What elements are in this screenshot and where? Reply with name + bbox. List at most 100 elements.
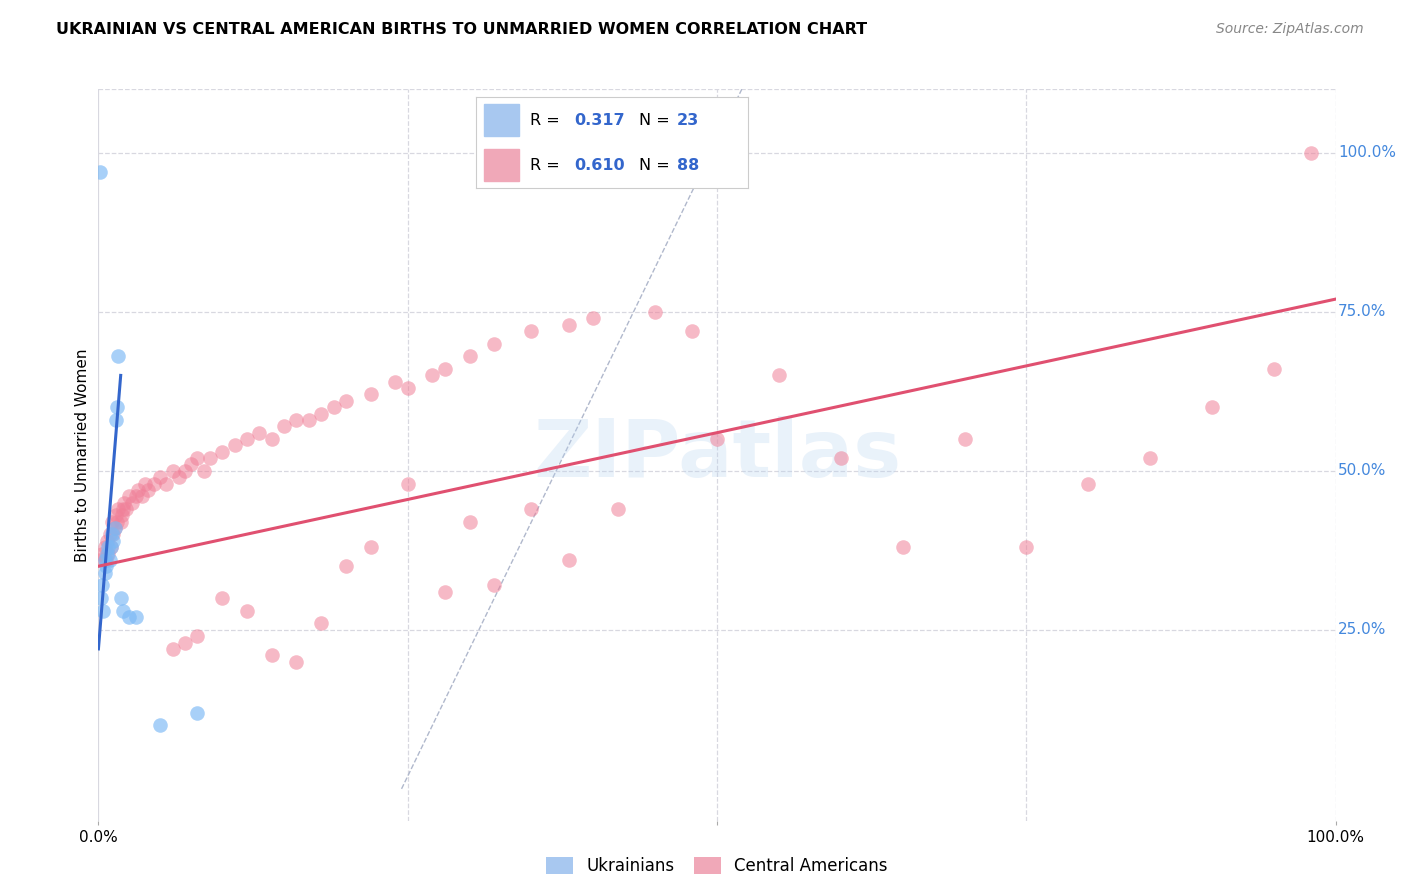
Point xyxy=(111,508,134,523)
Legend: Ukrainians, Central Americans: Ukrainians, Central Americans xyxy=(540,850,894,882)
Point xyxy=(105,515,128,529)
Point xyxy=(110,515,132,529)
Point xyxy=(186,706,208,720)
Point xyxy=(97,540,120,554)
Point xyxy=(309,616,332,631)
Point xyxy=(520,502,543,516)
Point xyxy=(1139,451,1161,466)
Point xyxy=(101,527,124,541)
Point xyxy=(98,553,121,567)
Point xyxy=(384,375,406,389)
Point xyxy=(180,458,202,472)
Text: 100.0%: 100.0% xyxy=(1339,145,1396,161)
Point xyxy=(107,502,129,516)
Text: Source: ZipAtlas.com: Source: ZipAtlas.com xyxy=(1216,22,1364,37)
Point xyxy=(103,521,125,535)
Point xyxy=(582,311,605,326)
Point xyxy=(260,648,283,663)
Point xyxy=(121,495,143,509)
Point xyxy=(298,413,321,427)
Point xyxy=(98,527,121,541)
Point xyxy=(127,483,149,497)
Point xyxy=(1015,540,1038,554)
Point xyxy=(100,540,122,554)
Text: 50.0%: 50.0% xyxy=(1339,463,1386,478)
Point xyxy=(104,413,127,427)
Point xyxy=(107,349,129,363)
Point xyxy=(118,610,141,624)
Point xyxy=(520,324,543,338)
Text: UKRAINIAN VS CENTRAL AMERICAN BIRTHS TO UNMARRIED WOMEN CORRELATION CHART: UKRAINIAN VS CENTRAL AMERICAN BIRTHS TO … xyxy=(56,22,868,37)
Point xyxy=(360,387,382,401)
Point xyxy=(91,578,114,592)
Point xyxy=(260,432,283,446)
Point xyxy=(100,540,122,554)
Point xyxy=(112,502,135,516)
Point xyxy=(396,476,419,491)
Point xyxy=(94,559,117,574)
Point xyxy=(131,489,153,503)
Point xyxy=(90,591,112,605)
Point xyxy=(91,547,114,561)
Y-axis label: Births to Unmarried Women: Births to Unmarried Women xyxy=(75,348,90,562)
Point xyxy=(198,451,221,466)
Point xyxy=(93,604,115,618)
Point xyxy=(1263,362,1285,376)
Point xyxy=(211,444,233,458)
Point xyxy=(953,432,976,446)
Point xyxy=(830,451,852,466)
Point xyxy=(322,401,344,415)
Point xyxy=(607,502,630,516)
Point xyxy=(309,407,332,421)
Point xyxy=(134,476,156,491)
Text: ZIPatlas: ZIPatlas xyxy=(533,416,901,494)
Point xyxy=(149,718,172,732)
Point xyxy=(1201,401,1223,415)
Point xyxy=(103,527,125,541)
Point xyxy=(681,324,703,338)
Point xyxy=(174,635,197,649)
Point xyxy=(124,610,146,624)
Text: 75.0%: 75.0% xyxy=(1339,304,1386,319)
Point xyxy=(112,495,135,509)
Point xyxy=(112,604,135,618)
Point xyxy=(136,483,159,497)
Point xyxy=(124,489,146,503)
Point xyxy=(103,533,125,548)
Point xyxy=(174,464,197,478)
Point xyxy=(335,559,357,574)
Point xyxy=(89,165,111,179)
Point xyxy=(96,547,118,561)
Point xyxy=(891,540,914,554)
Point xyxy=(1077,476,1099,491)
Point xyxy=(1299,145,1322,160)
Point xyxy=(114,502,136,516)
Point xyxy=(433,584,456,599)
Point xyxy=(155,476,177,491)
Point xyxy=(484,578,506,592)
Point xyxy=(101,515,124,529)
Point xyxy=(186,451,208,466)
Point xyxy=(236,604,259,618)
Point xyxy=(557,553,579,567)
Point xyxy=(96,533,118,548)
Point xyxy=(285,655,308,669)
Point xyxy=(484,336,506,351)
Point xyxy=(103,521,125,535)
Text: 25.0%: 25.0% xyxy=(1339,623,1386,637)
Point xyxy=(644,305,666,319)
Point xyxy=(768,368,790,383)
Point xyxy=(360,540,382,554)
Point xyxy=(94,553,117,567)
Point xyxy=(93,553,115,567)
Point xyxy=(93,566,115,580)
Point xyxy=(110,591,132,605)
Point xyxy=(105,401,128,415)
Point xyxy=(211,591,233,605)
Point xyxy=(557,318,579,332)
Point xyxy=(422,368,444,383)
Point xyxy=(273,419,295,434)
Point xyxy=(104,508,127,523)
Point xyxy=(285,413,308,427)
Point xyxy=(149,470,172,484)
